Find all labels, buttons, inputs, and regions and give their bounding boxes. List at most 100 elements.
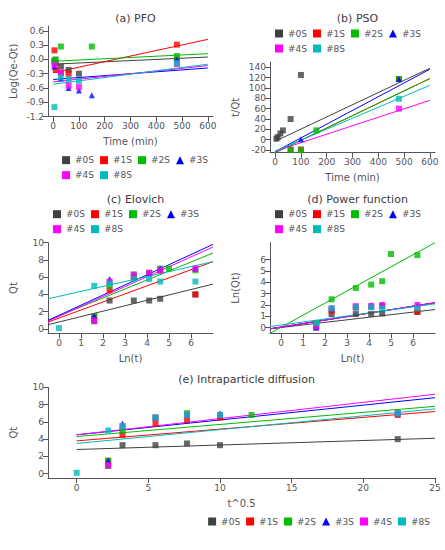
svg-text:#1S: #1S [113,155,132,165]
svg-text:3: 3 [344,338,350,348]
svg-text:(e) Intraparticle diffusion: (e) Intraparticle diffusion [178,373,315,386]
svg-text:0.0: 0.0 [30,54,45,64]
svg-text:10: 10 [214,483,226,493]
svg-text:10: 10 [33,238,45,248]
svg-text:#8S: #8S [326,44,345,54]
svg-text:40: 40 [255,114,267,124]
svg-text:4: 4 [366,338,372,348]
svg-text:#3S: #3S [180,209,199,219]
svg-text:500: 500 [395,157,412,167]
svg-text:Time (min): Time (min) [102,136,157,147]
svg-text:t^0.5: t^0.5 [227,498,255,509]
svg-text:120: 120 [249,73,266,83]
svg-text:Log(Qe-Qt): Log(Qe-Qt) [8,44,19,100]
svg-text:6: 6 [410,338,416,348]
svg-text:6: 6 [260,255,266,265]
svg-text:5: 5 [388,338,394,348]
svg-text:(d) Power function: (d) Power function [307,193,408,206]
svg-text:10: 10 [33,382,45,392]
svg-text:#0S: #0S [288,29,307,39]
svg-text:80: 80 [255,93,267,103]
svg-text:60: 60 [255,104,267,114]
svg-text:Ln(t): Ln(t) [119,353,143,364]
svg-text:#1S: #1S [259,517,278,527]
svg-text:#4S: #4S [288,224,307,234]
svg-text:#3S: #3S [189,155,208,165]
svg-text:0: 0 [272,157,278,167]
svg-text:8: 8 [38,400,44,410]
svg-text:Time (min): Time (min) [324,172,379,183]
svg-text:6: 6 [38,272,44,282]
svg-text:2: 2 [38,451,44,461]
svg-text:3: 3 [260,289,266,299]
svg-text:-0.6: -0.6 [26,83,44,93]
svg-text:#1S: #1S [326,29,345,39]
svg-text:4: 4 [144,338,150,348]
svg-text:#4S: #4S [373,517,392,527]
svg-text:-20: -20 [251,145,266,155]
svg-text:#1S: #1S [326,209,345,219]
svg-text:100: 100 [292,157,309,167]
svg-text:#8S: #8S [326,224,345,234]
svg-text:0: 0 [74,483,80,493]
svg-text:#8S: #8S [411,517,430,527]
svg-text:1: 1 [260,311,266,321]
svg-text:8: 8 [38,255,44,265]
svg-text:4: 4 [260,277,266,287]
svg-text:(a) PFO: (a) PFO [115,12,156,25]
svg-text:4: 4 [38,434,44,444]
svg-text:#3S: #3S [402,209,421,219]
svg-text:4: 4 [38,289,44,299]
svg-text:Ln(t): Ln(t) [341,353,365,364]
svg-text:200: 200 [318,157,335,167]
svg-text:5: 5 [145,483,151,493]
svg-text:-0.9: -0.9 [26,97,44,107]
svg-text:0: 0 [50,121,56,131]
svg-text:5: 5 [260,266,266,276]
svg-text:Ln(Qt): Ln(Qt) [230,272,241,304]
svg-text:0: 0 [260,323,266,333]
svg-text:300: 300 [344,157,361,167]
svg-text:#4S: #4S [75,170,94,180]
svg-text:2: 2 [100,338,106,348]
svg-text:Qt: Qt [8,427,19,439]
svg-text:400: 400 [370,157,387,167]
svg-text:100: 100 [249,83,266,93]
svg-text:#3S: #3S [402,29,421,39]
svg-text:#0S: #0S [221,517,240,527]
svg-text:500: 500 [173,121,190,131]
svg-text:300: 300 [122,121,139,131]
svg-text:0.6: 0.6 [30,26,45,36]
svg-text:600: 600 [199,121,216,131]
svg-text:#8S: #8S [113,170,132,180]
svg-text:0: 0 [38,324,44,334]
svg-text:20: 20 [255,124,267,134]
svg-text:#0S: #0S [288,209,307,219]
svg-text:#8S: #8S [104,224,123,234]
svg-text:0: 0 [260,135,266,145]
svg-text:t/Qt: t/Qt [230,98,241,117]
svg-text:2: 2 [322,338,328,348]
svg-text:600: 600 [421,157,438,167]
svg-text:1: 1 [78,338,84,348]
svg-text:200: 200 [96,121,113,131]
svg-text:#4S: #4S [66,224,85,234]
svg-text:140: 140 [249,62,266,72]
svg-text:400: 400 [148,121,165,131]
svg-text:#2S: #2S [364,209,383,219]
svg-text:#2S: #2S [297,517,316,527]
svg-text:25: 25 [429,483,440,493]
svg-text:0: 0 [56,338,62,348]
svg-text:0: 0 [278,338,284,348]
svg-text:#3S: #3S [335,517,354,527]
svg-text:#0S: #0S [75,155,94,165]
svg-text:3: 3 [122,338,128,348]
svg-text:6: 6 [188,338,194,348]
svg-text:1: 1 [300,338,306,348]
svg-text:-0.3: -0.3 [26,69,44,79]
svg-text:#2S: #2S [364,29,383,39]
svg-text:2: 2 [260,300,266,310]
svg-text:6: 6 [38,417,44,427]
svg-text:#2S: #2S [142,209,161,219]
svg-text:20: 20 [358,483,370,493]
